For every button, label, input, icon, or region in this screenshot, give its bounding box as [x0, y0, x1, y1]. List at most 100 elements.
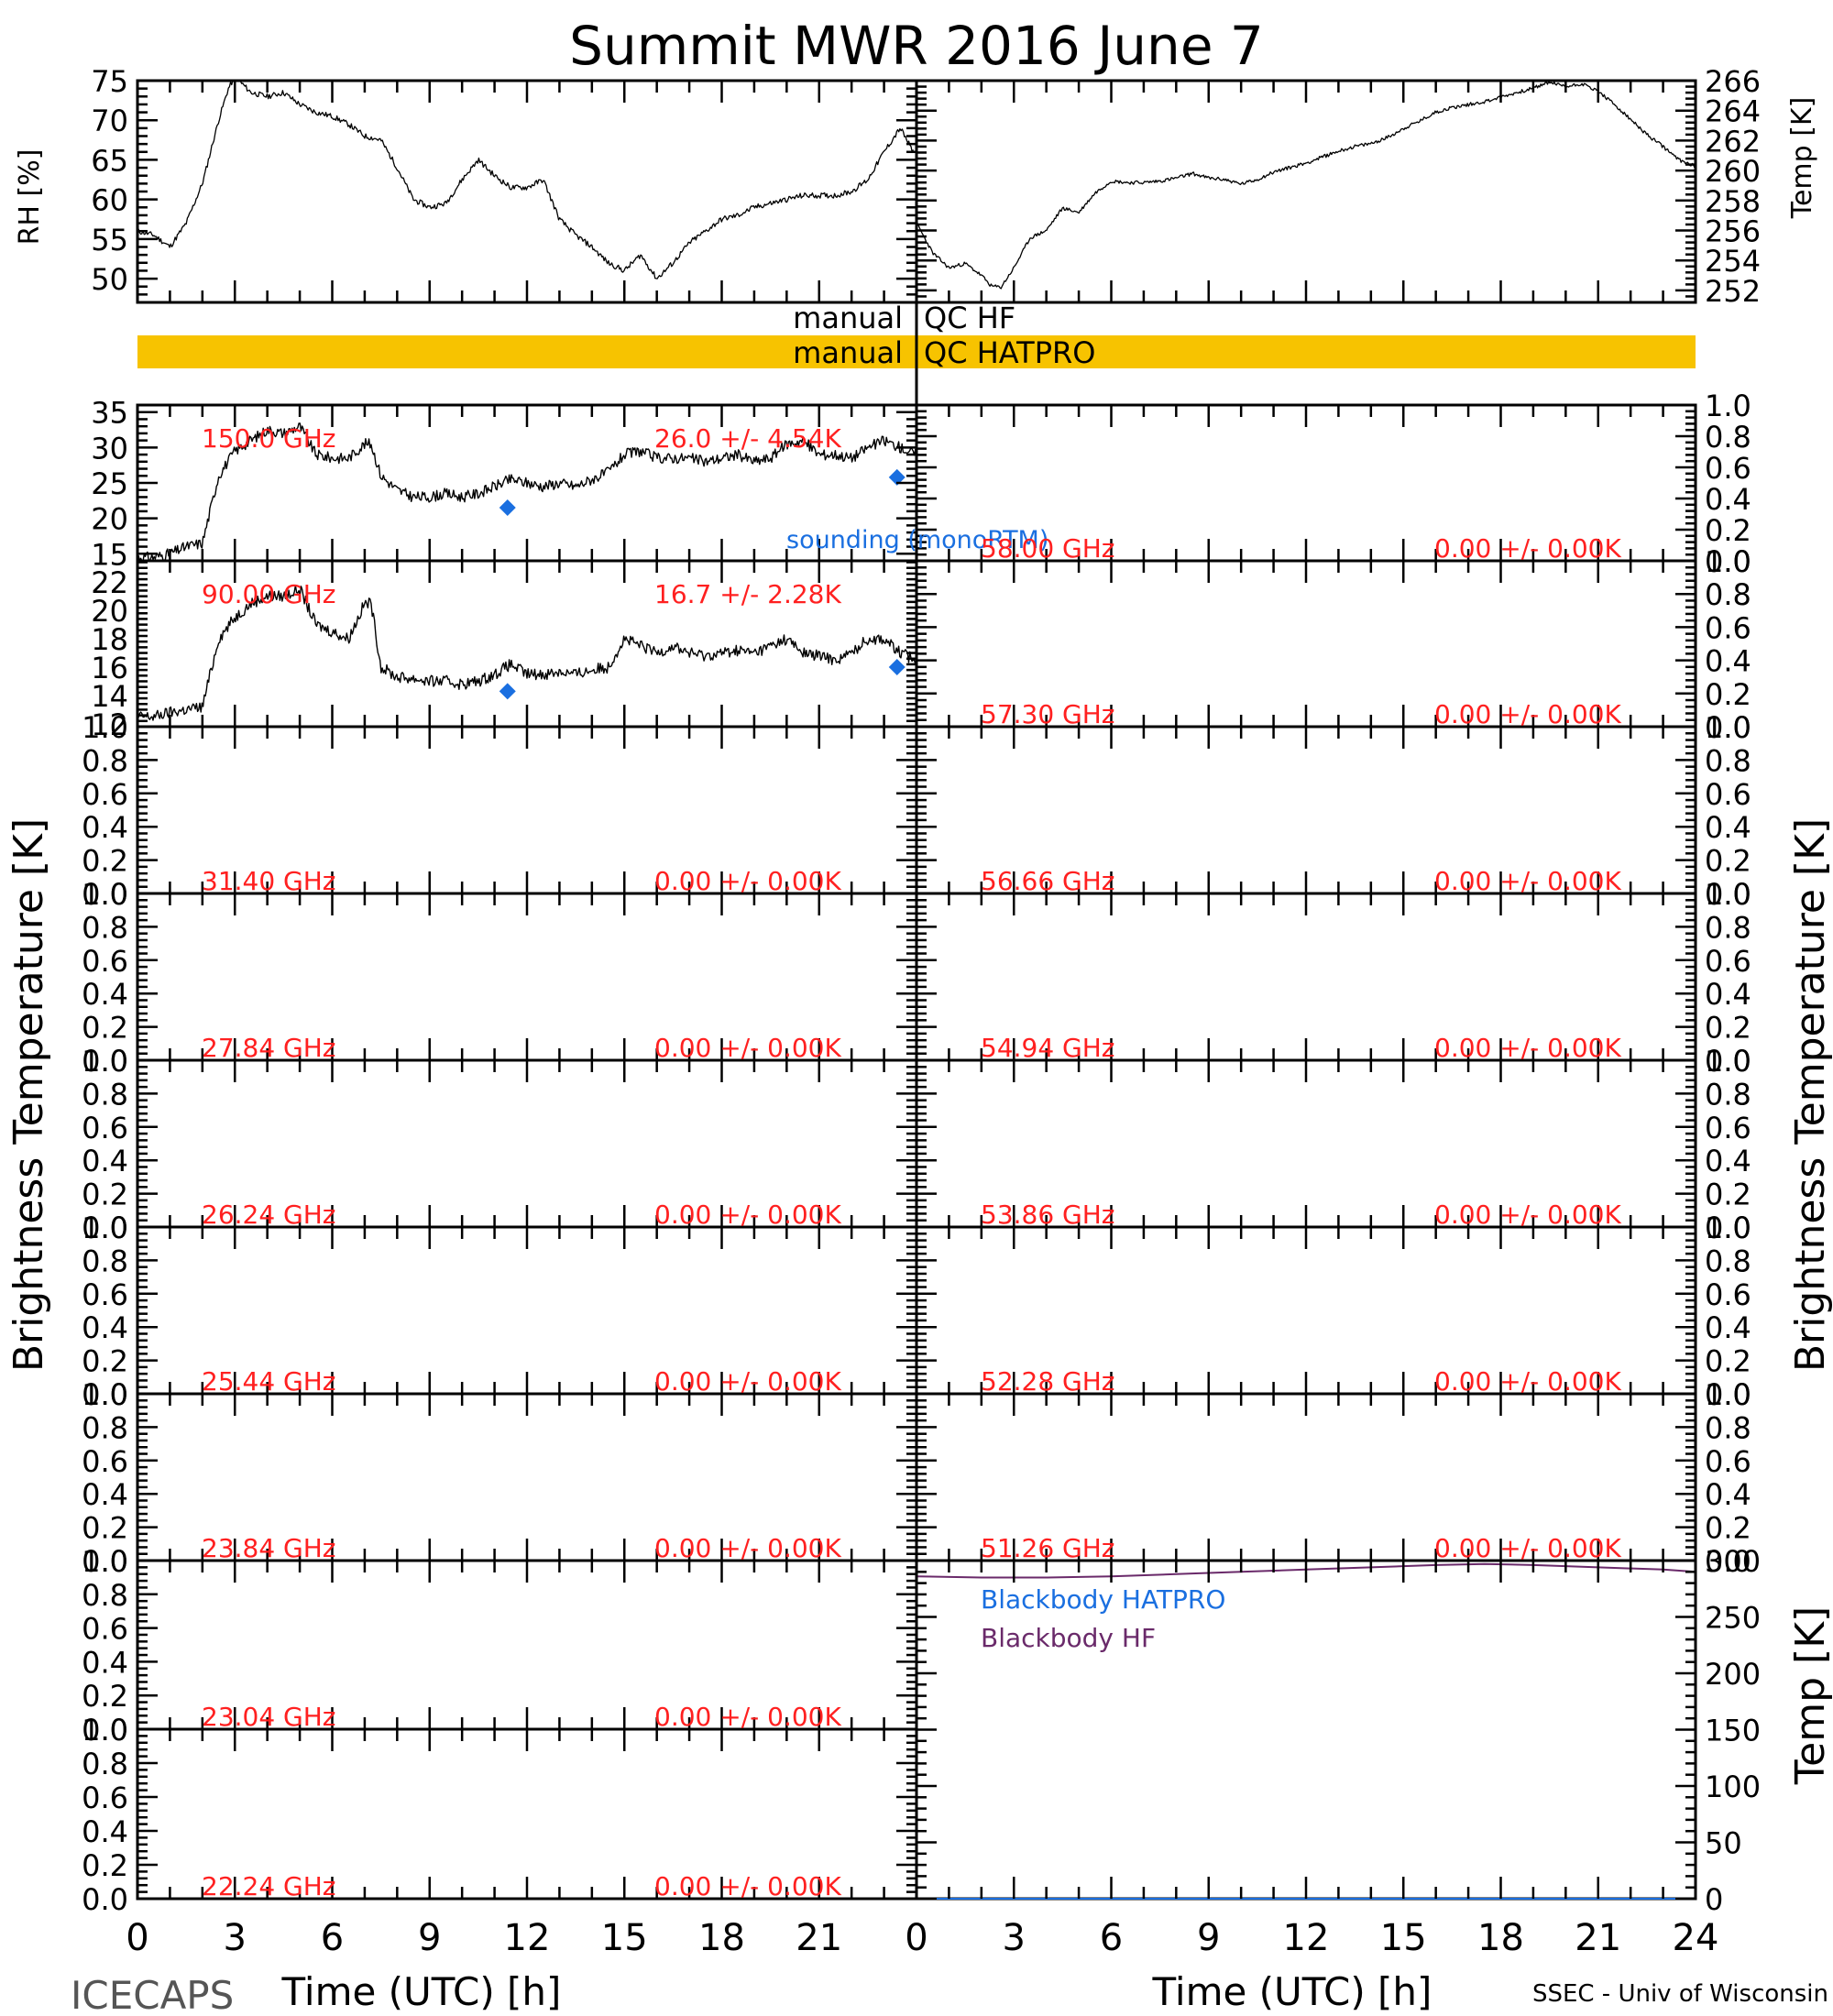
- channel-label-c23a: 23.84 GHz: [202, 1533, 336, 1563]
- y-tick-label: 0.4: [1705, 810, 1751, 845]
- channel-label-c27: 27.84 GHz: [202, 1033, 336, 1063]
- y-tick-label: 0.6: [82, 1612, 128, 1647]
- y-tick-label: 0.8: [1705, 910, 1751, 945]
- y-tick-label: 0.6: [1705, 777, 1751, 812]
- y-ticks-c23b: 0.00.20.40.60.81.0: [82, 1544, 916, 1748]
- y-tick-label: 0.8: [1705, 1410, 1751, 1445]
- y-tick-label: 14: [91, 679, 128, 714]
- y-tick-label: 0.0: [1705, 877, 1751, 912]
- y-ticks-c52: 0.00.20.40.60.81.0: [916, 1211, 1751, 1412]
- y-tick-label: 12: [91, 707, 128, 742]
- y-tick-label: 0.2: [1705, 513, 1751, 548]
- y-tick-label: 0.8: [82, 743, 128, 778]
- x-ticks-c54: [915, 893, 1697, 1060]
- axis-ticks: 5055606570752522542562582602622642661520…: [82, 64, 1761, 1917]
- rh-series: [137, 80, 915, 279]
- y-tick-label: 0.6: [1705, 1444, 1751, 1479]
- legend-blackbody-hatpro: Blackbody HATPRO: [981, 1584, 1225, 1615]
- y-tick-label: 0.4: [82, 1310, 128, 1345]
- y-tick-label: 266: [1705, 64, 1761, 99]
- y-tick-label: 25: [91, 466, 128, 501]
- y-tick-label: 0.0: [82, 1544, 128, 1579]
- y-tick-label: 50: [1705, 1826, 1742, 1861]
- y-tick-label: 0.8: [1705, 743, 1751, 778]
- y-tick-label: 150: [1705, 1714, 1761, 1748]
- y-tick-label: 0.2: [82, 1679, 128, 1714]
- qc-hf-prefix: manual: [793, 301, 903, 335]
- y-tick-label: 258: [1705, 184, 1761, 219]
- y-tick-label: 1.0: [1705, 544, 1751, 579]
- y-ticks-c56: 0.00.20.40.60.81.0: [916, 710, 1751, 912]
- met-left-x-ticks: [136, 81, 918, 302]
- stat-label-c57: 0.00 +/- 0.00K: [1434, 699, 1621, 729]
- x-tick-label: 18: [698, 1917, 745, 1959]
- y-tick-label: 0.8: [82, 1578, 128, 1613]
- y-tick-label: 0.6: [1705, 1277, 1751, 1312]
- x-tick-label: 3: [224, 1917, 247, 1959]
- stat-label-c56: 0.00 +/- 0.00K: [1434, 866, 1621, 896]
- y-ticks-c22: 0.00.20.40.60.81.0: [82, 1713, 916, 1917]
- y-tick-label: 254: [1705, 244, 1761, 279]
- y-tick-label: 0.0: [1705, 1044, 1751, 1079]
- rh-axis-label: RH [%]: [14, 149, 46, 246]
- x-tick-label: 0: [905, 1917, 927, 1959]
- y-tick-label: 1.0: [1705, 877, 1751, 912]
- stat-label-c27: 0.00 +/- 0.00K: [654, 1033, 841, 1063]
- x-axis-label-left: Time (UTC) [h]: [281, 1969, 562, 2014]
- y-tick-label: 260: [1705, 154, 1761, 189]
- y-tick-label: 0.4: [82, 1645, 128, 1680]
- y-tick-label: 30: [91, 431, 128, 466]
- sounding-point: [888, 659, 906, 676]
- y-tick-label: 0.8: [82, 1244, 128, 1278]
- y-tick-label: 0.2: [1705, 1511, 1751, 1546]
- x-tick-label: 6: [321, 1917, 344, 1959]
- x-tick-label: 9: [1197, 1917, 1220, 1959]
- panel-text: sounding (monoRTM)150.0 GHz 26.0 +/- 4.54…: [126, 423, 1718, 1959]
- y-tick-label: 18: [91, 622, 128, 657]
- stat-label-c51: 0.00 +/- 0.00K: [1434, 1533, 1621, 1563]
- y-ticks-bb: 0 50 100 150 200 250 300: [916, 1544, 1761, 1917]
- x-ticks-c22: [136, 1729, 918, 1899]
- x-tick-label: 18: [1477, 1917, 1524, 1959]
- qc-hatpro-label: QC HATPRO: [924, 335, 1095, 370]
- x-ticks-c53: [915, 1060, 1697, 1227]
- y-tick-label: 0.6: [1705, 1111, 1751, 1145]
- y-tick-label: 70: [91, 104, 128, 138]
- channel-label-c150: 150.0 GHz: [202, 423, 336, 454]
- y-tick-label: 75: [91, 64, 128, 99]
- y-tick-label: 0.0: [1705, 1377, 1751, 1412]
- y-tick-label: 300: [1705, 1544, 1761, 1579]
- qc-hf-label: QC HF: [924, 301, 1015, 335]
- x-tick-label: 12: [504, 1917, 551, 1959]
- channel-label-c23b: 23.04 GHz: [202, 1702, 336, 1732]
- tb-axis-label-right: Brightness Temperature [K]: [1787, 818, 1833, 1372]
- x-tick-label: 21: [796, 1917, 842, 1959]
- footer-left: ICECAPS: [71, 1973, 234, 2016]
- temp-axis-label-top: Temp [K]: [1786, 97, 1818, 220]
- y-tick-label: 0.6: [1705, 610, 1751, 645]
- y-tick-label: 0.2: [82, 1178, 128, 1212]
- qc-hatpro-prefix: manual: [793, 335, 903, 370]
- x-tick-label: 12: [1283, 1917, 1330, 1959]
- channel-label-c31: 31.40 GHz: [202, 866, 336, 896]
- x-ticks-c150: [136, 405, 918, 561]
- y-tick-label: 1.0: [82, 877, 128, 912]
- sounding-point: [888, 468, 906, 486]
- y-tick-label: 0.6: [1705, 944, 1751, 979]
- y-tick-label: 200: [1705, 1657, 1761, 1692]
- y-ticks-c53: 0.00.20.40.60.81.0: [916, 1044, 1751, 1245]
- y-tick-label: 264: [1705, 94, 1761, 129]
- y-tick-label: 0.8: [1705, 1077, 1751, 1112]
- y-tick-label: 1.0: [1705, 1044, 1751, 1079]
- y-tick-label: 0.0: [1705, 1544, 1751, 1579]
- y-tick-label: 0.8: [1705, 577, 1751, 612]
- y-tick-label: 0.4: [82, 1814, 128, 1849]
- y-tick-label: 0.4: [1705, 977, 1751, 1012]
- stat-label-c22: 0.00 +/- 0.00K: [654, 1871, 841, 1901]
- stat-label-c53: 0.00 +/- 0.00K: [1434, 1200, 1621, 1230]
- y-tick-label: 1.0: [1705, 389, 1751, 423]
- channel-label-c51: 51.26 GHz: [981, 1533, 1115, 1563]
- y-tick-label: 0.6: [82, 944, 128, 979]
